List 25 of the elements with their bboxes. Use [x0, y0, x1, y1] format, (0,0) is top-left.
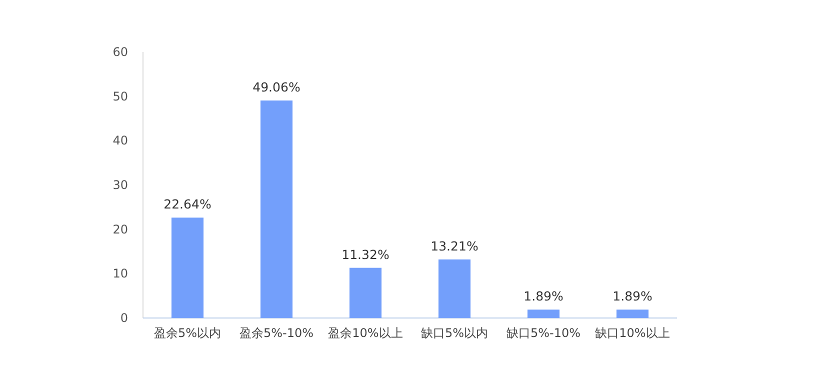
- x-tick-label: 盈余5%以内: [154, 326, 222, 340]
- bar: [171, 218, 204, 318]
- data-label: 13.21%: [430, 238, 478, 254]
- y-tick-label: 40: [112, 134, 128, 148]
- bar: [527, 310, 560, 318]
- data-label: 49.06%: [252, 80, 300, 94]
- bar: [616, 310, 649, 318]
- bar: [260, 100, 293, 318]
- x-tick-label: 缺口5%以内: [420, 326, 488, 340]
- y-tick-label: 60: [112, 45, 128, 59]
- x-tick-label: 盈余5%-10%: [239, 326, 314, 340]
- bar: [349, 268, 382, 318]
- y-tick-label: 50: [112, 89, 128, 104]
- x-tick-label: 缺口10%以上: [595, 326, 670, 340]
- x-tick-label: 盈余10%以上: [328, 326, 403, 340]
- data-label: 1.89%: [524, 288, 564, 304]
- data-label: 1.89%: [612, 288, 652, 304]
- y-tick-label: 30: [112, 178, 128, 192]
- data-label: 22.64%: [164, 196, 212, 212]
- x-tick-label: 缺口5%-10%: [506, 326, 581, 340]
- bar: [438, 259, 471, 318]
- data-label: 11.32%: [342, 246, 390, 262]
- y-tick-label: 0: [120, 311, 128, 325]
- y-tick-label: 10: [112, 266, 128, 281]
- y-tick-label: 20: [112, 222, 128, 236]
